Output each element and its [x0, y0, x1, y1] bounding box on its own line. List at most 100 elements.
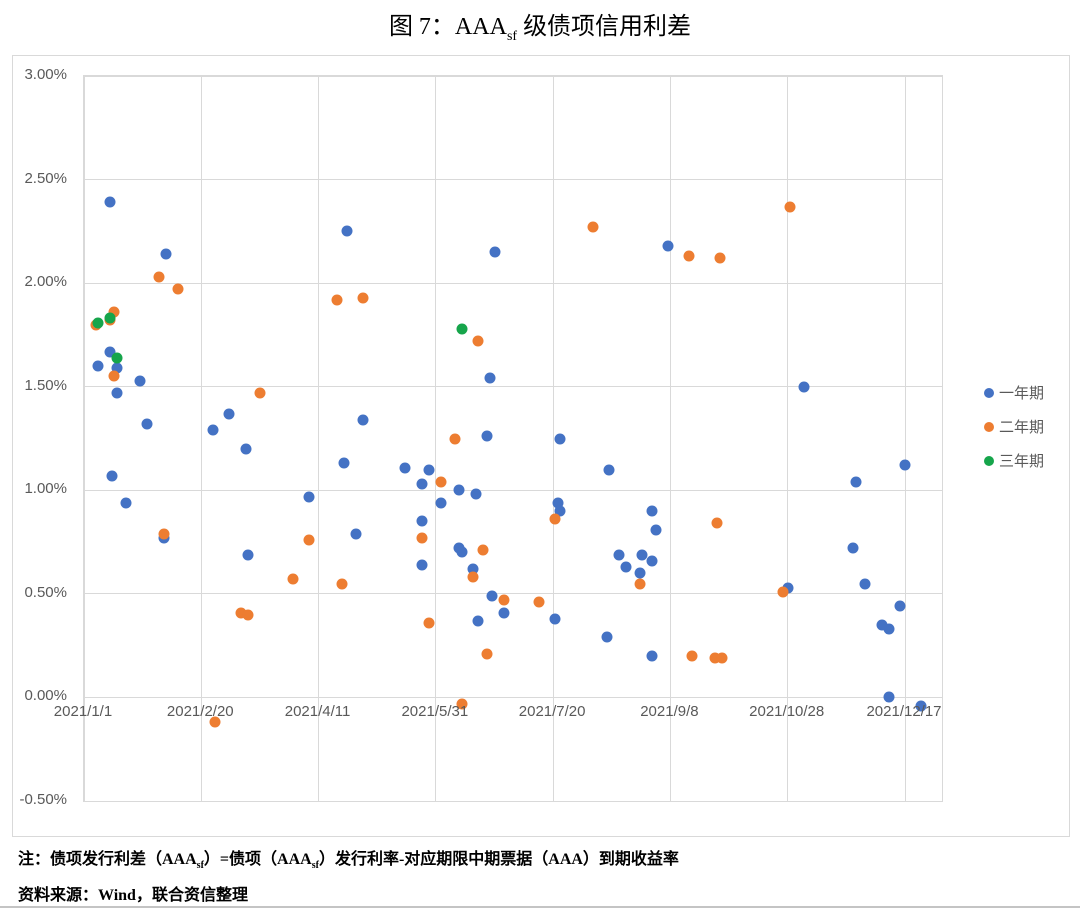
data-point-一年期: [467, 563, 479, 575]
plot-area: [83, 75, 943, 802]
data-point-一年期: [883, 691, 895, 703]
data-point-一年期: [899, 459, 911, 471]
data-point-二年期: [287, 573, 299, 585]
legend-item-三年期: 三年期: [984, 450, 1044, 471]
data-point-二年期: [709, 652, 721, 664]
data-point-一年期: [160, 248, 172, 260]
data-point-一年期: [141, 418, 153, 430]
y-gridline: [84, 282, 942, 284]
data-point-一年期: [456, 546, 468, 558]
data-point-二年期: [716, 652, 728, 664]
y-gridline: [84, 179, 942, 181]
data-point-一年期: [613, 549, 625, 560]
data-point-一年期: [484, 372, 496, 384]
data-point-二年期: [498, 594, 510, 606]
chart-title-suffix: 级债项信用利差: [517, 14, 692, 40]
x-axis-label: 2021/12/17: [866, 703, 942, 721]
bottom-divider: [0, 906, 1080, 908]
chart-note: 注：债项发行利差（AAAsf）=债项（AAAsf）发行利率-对应期限中期票据（A…: [18, 845, 1068, 871]
data-point-二年期: [336, 578, 348, 589]
data-point-二年期: [686, 650, 698, 662]
data-point-一年期: [350, 528, 362, 540]
data-point-二年期: [777, 586, 789, 598]
data-point-一年期: [603, 464, 615, 476]
data-point-一年期: [847, 542, 859, 554]
data-point-二年期: [416, 532, 428, 544]
y-gridline: [84, 489, 942, 491]
note-subscript: sf: [196, 860, 204, 872]
data-point-一年期: [104, 196, 116, 208]
data-point-二年期: [158, 528, 170, 540]
y-gridline: [84, 696, 942, 698]
data-point-一年期: [134, 375, 146, 386]
data-point-一年期: [453, 484, 465, 496]
x-gridline: [435, 76, 437, 801]
legend-label: 一年期: [999, 385, 1045, 402]
data-point-一年期: [650, 524, 662, 536]
y-axis-label: -0.50%: [19, 791, 67, 808]
data-point-二年期: [235, 607, 247, 618]
data-point-一年期: [549, 613, 561, 625]
data-point-一年期: [634, 567, 646, 579]
note-subscript: sf: [311, 860, 319, 872]
legend-item-二年期: 二年期: [984, 416, 1044, 437]
data-point-二年期: [634, 578, 646, 589]
data-point-一年期: [498, 607, 510, 618]
data-point-二年期: [714, 252, 726, 264]
x-axis-label: 2021/9/8: [640, 703, 699, 721]
data-point-二年期: [456, 698, 468, 710]
data-point-一年期: [636, 549, 648, 560]
x-axis-label: 2021/1/1: [53, 703, 113, 721]
y-gridline: [84, 593, 942, 595]
chart-title: 图 7：AAAsf 级债项信用利差: [0, 6, 1080, 45]
chart-title-subscript: sf: [506, 28, 518, 44]
y-gridline: [84, 800, 942, 802]
y-axis-label: 1.00%: [24, 480, 67, 498]
data-point-二年期: [435, 476, 447, 488]
y-axis-label: 2.50%: [24, 169, 67, 187]
data-point-三年期: [111, 352, 123, 364]
data-point-二年期: [449, 433, 461, 444]
data-point-一年期: [620, 561, 632, 573]
data-point-二年期: [477, 544, 489, 556]
data-point-一年期: [859, 578, 871, 589]
x-axis-label: 2021/4/11: [284, 703, 351, 721]
data-point-一年期: [915, 700, 927, 712]
x-gridline: [669, 76, 671, 801]
data-point-一年期: [646, 555, 658, 567]
data-point-三年期: [104, 312, 116, 324]
data-point-二年期: [467, 571, 479, 583]
data-point-二年期: [587, 221, 599, 233]
data-point-二年期: [254, 387, 266, 399]
data-point-一年期: [486, 590, 498, 602]
data-point-二年期: [683, 250, 695, 262]
note-text: 注：债项发行利差（AAA: [18, 851, 197, 868]
data-point-二年期: [153, 271, 165, 283]
x-gridline: [200, 76, 202, 801]
data-point-二年期: [423, 617, 435, 629]
y-axis-label: 2.00%: [24, 273, 67, 291]
data-point-二年期: [711, 517, 723, 529]
data-point-二年期: [357, 292, 369, 304]
data-point-一年期: [223, 408, 235, 420]
data-point-一年期: [104, 346, 116, 357]
data-point-二年期: [331, 294, 343, 306]
data-point-三年期: [456, 323, 468, 335]
data-point-一年期: [489, 246, 500, 258]
data-point-一年期: [106, 470, 118, 482]
data-point-二年期: [108, 306, 120, 318]
data-point-一年期: [341, 225, 353, 237]
x-gridline: [83, 76, 85, 801]
x-gridline: [904, 76, 906, 801]
y-axis-label: 0.50%: [24, 583, 67, 601]
legend-label: 三年期: [999, 453, 1045, 470]
legend-dot-icon: [984, 387, 994, 398]
data-point-一年期: [92, 360, 104, 372]
x-axis-label: 2021/2/20: [166, 703, 234, 721]
data-point-一年期: [481, 430, 493, 442]
data-point-一年期: [782, 582, 794, 594]
note-text: ）=债项（AAA: [203, 851, 312, 868]
data-point-一年期: [416, 478, 428, 490]
data-point-一年期: [435, 497, 447, 509]
chart-legend: 一年期二年期三年期: [984, 382, 1044, 471]
